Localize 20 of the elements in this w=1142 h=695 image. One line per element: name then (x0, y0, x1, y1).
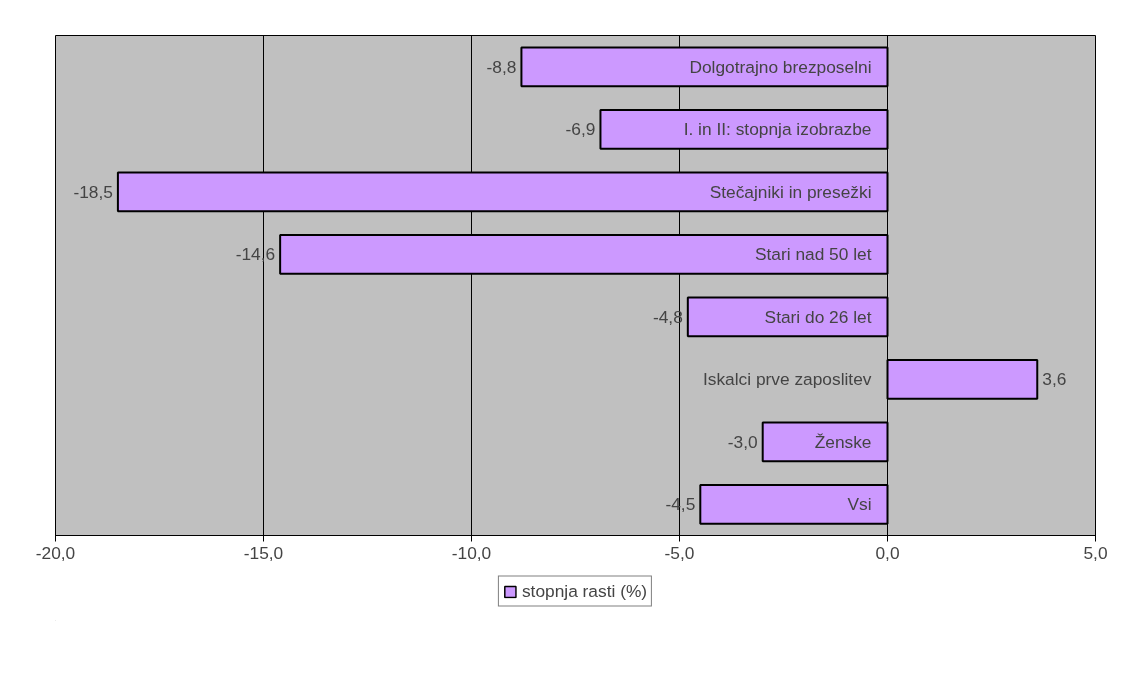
x-tick-label: -15,0 (243, 542, 284, 563)
data-label: -8,8 (486, 56, 517, 77)
data-label: 3,6 (1042, 369, 1067, 390)
y-tick-label: Stečajniki in presežki (709, 181, 872, 202)
data-label: -3,0 (727, 431, 758, 452)
x-tick-label: -5,0 (664, 542, 695, 563)
x-tick-label: 5,0 (1083, 542, 1108, 563)
y-tick-label: I. in II: stopnja izobrazbe (683, 119, 872, 140)
legend-label: stopnja rasti (%) (521, 580, 648, 602)
y-tick-label: Stari do 26 let (764, 306, 872, 327)
data-label: -18,5 (73, 181, 113, 202)
x-tick-label: -10,0 (451, 542, 492, 563)
x-tick-label: -20,0 (35, 542, 76, 563)
y-tick-label: Ženske (814, 431, 872, 452)
y-tick-label: Iskalci prve zaposlitev (702, 369, 872, 390)
x-tick-label: 0,0 (875, 542, 900, 563)
y-tick-label: Dolgotrajno brezposelni (689, 56, 872, 77)
data-label: -6,9 (565, 119, 596, 140)
y-tick-label: Vsi (847, 494, 872, 515)
y-tick-label: Stari nad 50 let (754, 244, 872, 265)
